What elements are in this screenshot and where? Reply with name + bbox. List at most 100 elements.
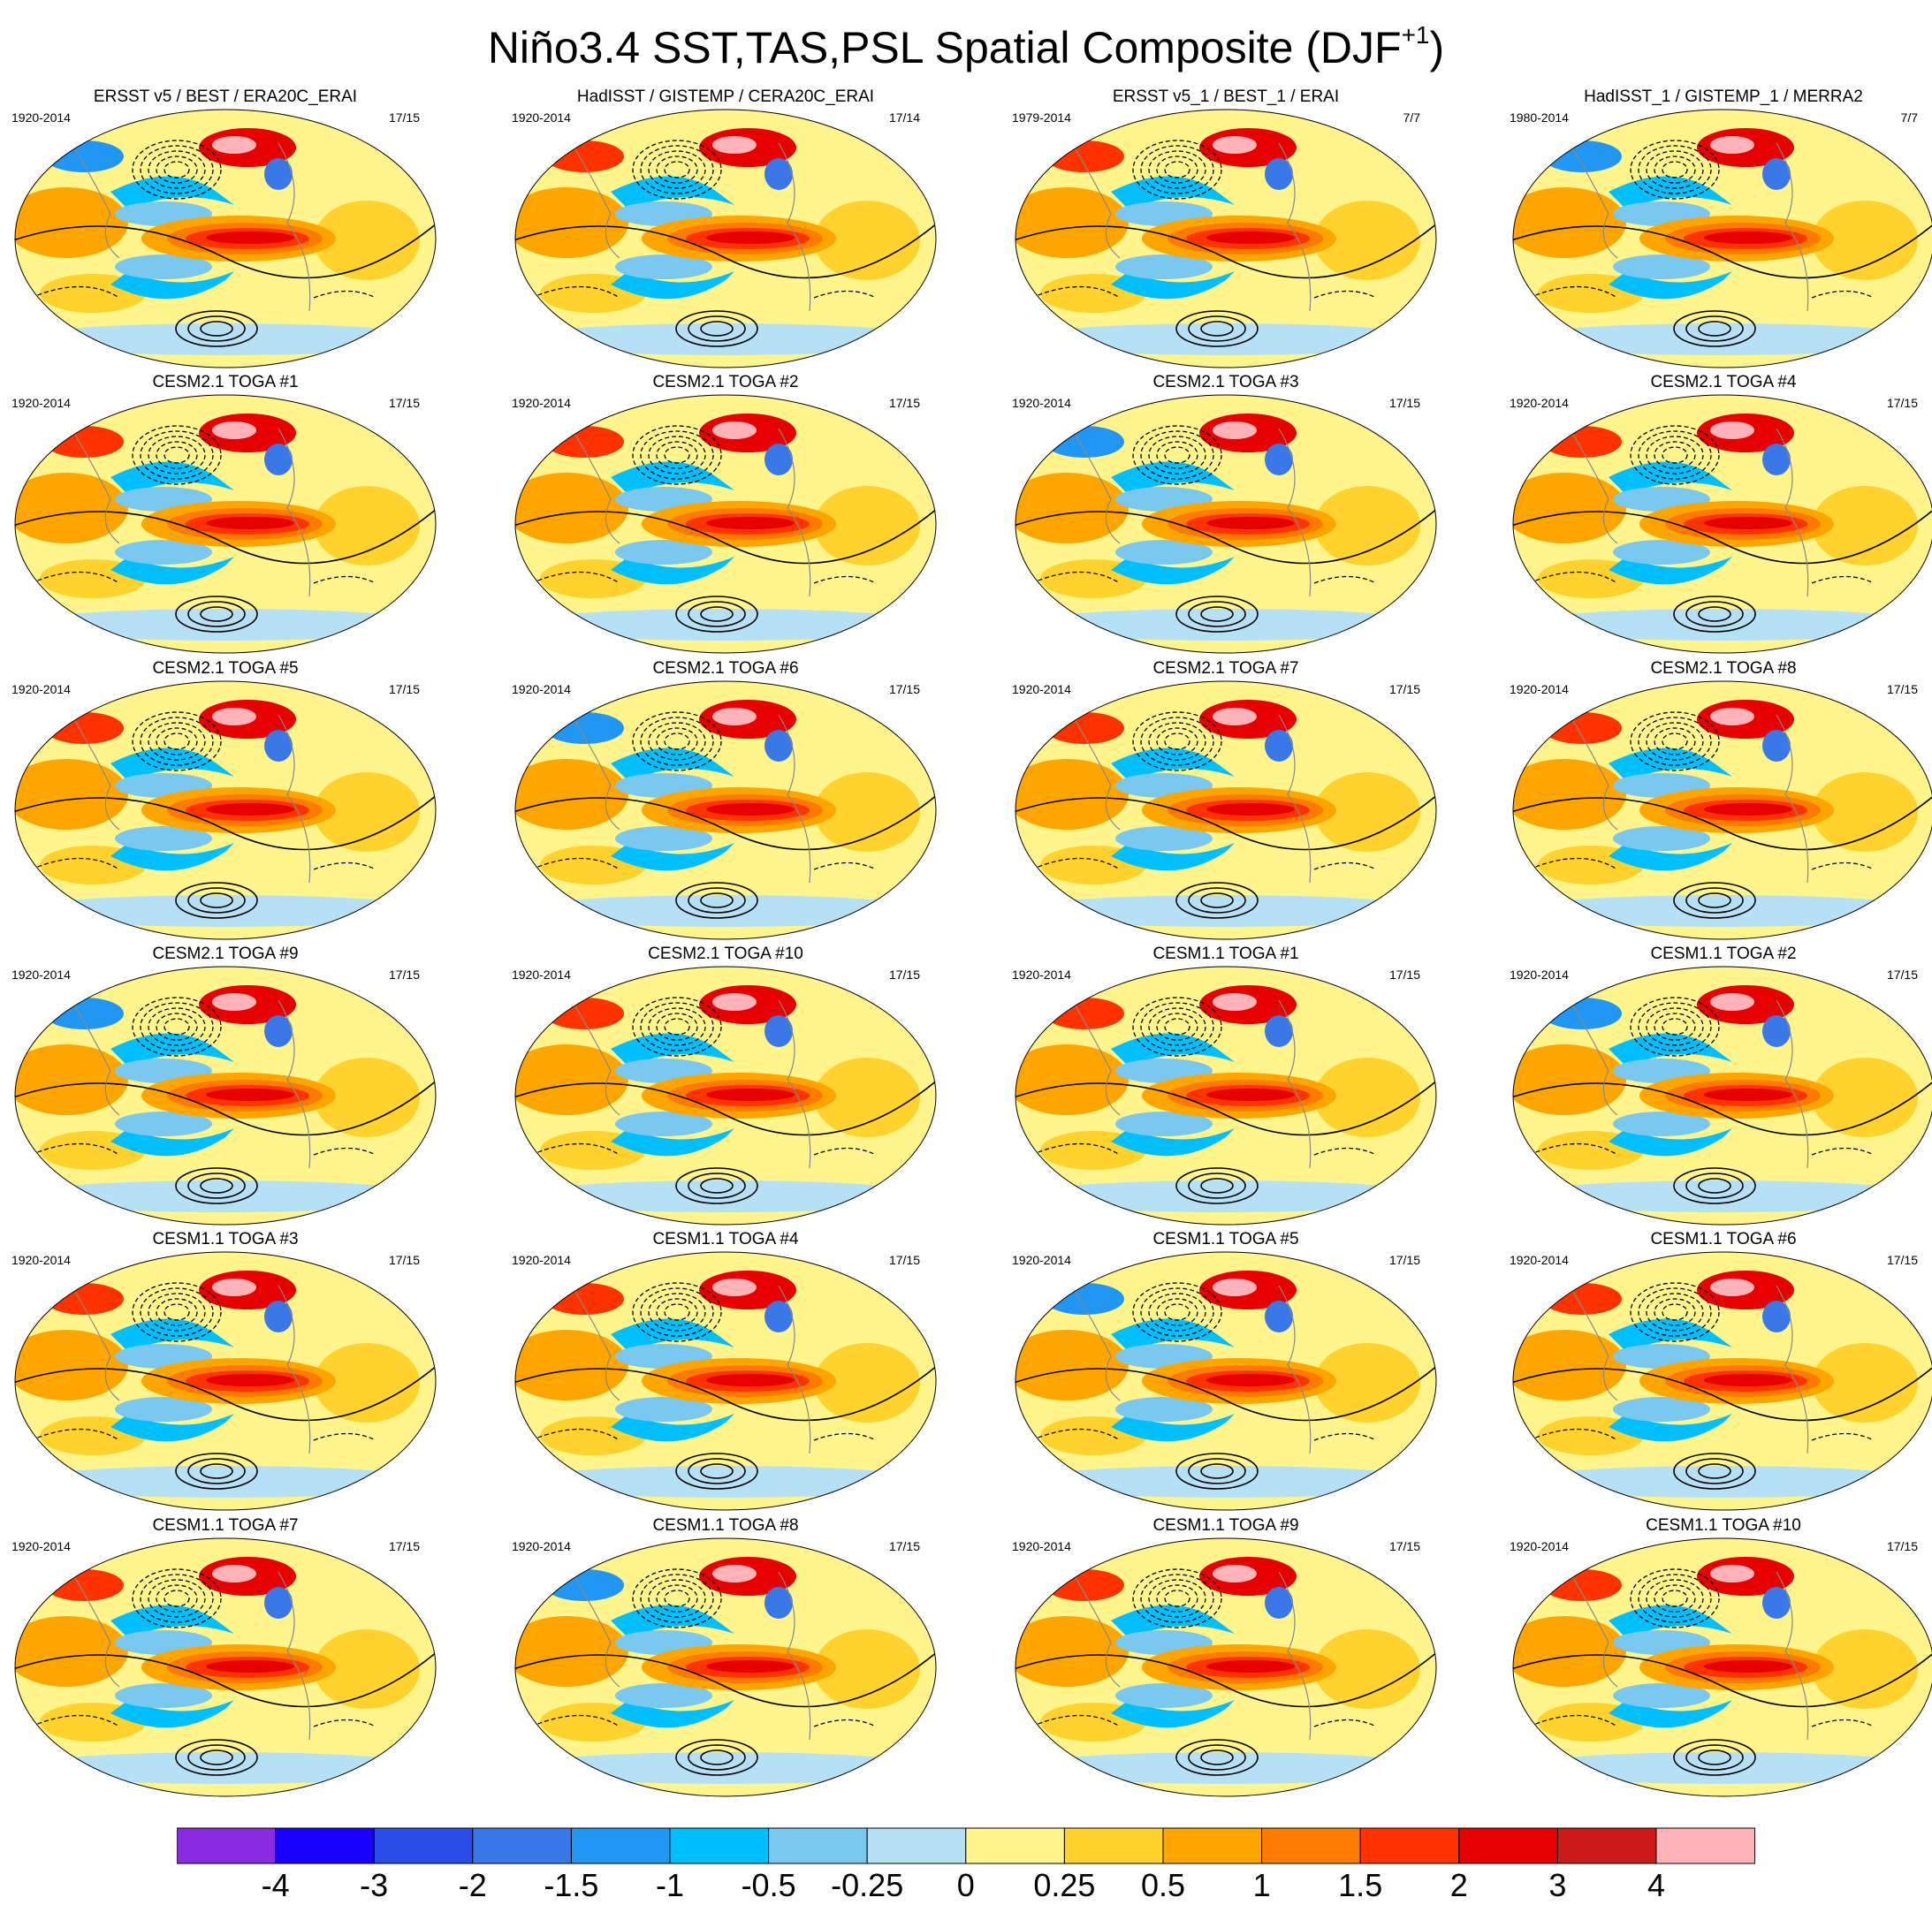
psl-contour — [1148, 1007, 1206, 1046]
panel-years: 1920-2014 — [11, 110, 71, 125]
psl-contour — [656, 156, 698, 184]
psl-contour — [1200, 1178, 1234, 1194]
anomaly-field — [1542, 426, 1622, 458]
anomaly-field — [1609, 1700, 1732, 1728]
anomaly-field — [1812, 1629, 1918, 1709]
psl-contour — [148, 436, 206, 474]
psl-contour — [1630, 1568, 1720, 1628]
coastline — [778, 428, 811, 597]
anomaly-field — [1762, 158, 1791, 190]
map-border — [514, 1537, 937, 1797]
anomaly-field — [212, 708, 256, 725]
psl-contour — [187, 1458, 246, 1484]
anomaly-field — [314, 201, 420, 280]
psl-contour — [1673, 596, 1756, 633]
psl-contour — [1638, 1574, 1712, 1623]
panel-count: 7/7 — [1403, 110, 1420, 125]
map-panel: CESM1.1 TOGA #10 1920-2014 17/15 — [1502, 1515, 1932, 1800]
panel-years: 1920-2014 — [1510, 396, 1569, 410]
anomaly-field — [814, 1629, 920, 1709]
anomaly-field — [1542, 712, 1622, 744]
anomaly-field — [1762, 730, 1791, 762]
anomaly-field — [115, 1112, 212, 1136]
coastline — [1066, 990, 1121, 1116]
anomaly-field — [314, 1629, 420, 1709]
psl-contour — [200, 606, 233, 622]
anomaly-field — [1015, 1752, 1436, 1784]
colorbar — [177, 1827, 1755, 1864]
anomaly-field — [544, 140, 624, 172]
colorbar-tick-label: -0.25 — [831, 1867, 904, 1903]
anomaly-field — [110, 1700, 234, 1728]
anomaly-field — [814, 486, 920, 565]
anomaly-field — [1609, 843, 1732, 871]
psl-contour — [1811, 575, 1875, 584]
psl-contour — [1662, 732, 1688, 750]
psl-contour — [1638, 430, 1712, 480]
map-border — [1512, 109, 1932, 368]
map-border — [1512, 966, 1932, 1226]
anomaly-field — [712, 136, 757, 154]
panel-years: 1920-2014 — [512, 682, 571, 696]
anomaly-field — [1513, 1616, 1626, 1687]
anomaly-field — [1613, 540, 1710, 565]
map-border — [1015, 109, 1437, 368]
anomaly-field — [1704, 803, 1792, 816]
anomaly-field — [115, 826, 212, 851]
panel-years: 1920-2014 — [1510, 1253, 1569, 1267]
anomaly-field — [544, 998, 624, 1029]
panel-count: 17/15 — [1388, 968, 1420, 982]
coastline — [1776, 1285, 1809, 1454]
panel-count: 17/15 — [388, 396, 420, 410]
panel-years: 1979-2014 — [1012, 110, 1071, 125]
psl-contour — [648, 1007, 706, 1046]
anomaly-field — [206, 803, 294, 816]
psl-contour — [313, 1719, 377, 1727]
anomaly-field — [1015, 473, 1129, 543]
panel-years: 1920-2014 — [11, 1539, 71, 1553]
anomaly-field — [1609, 271, 1732, 300]
psl-contour — [1528, 285, 1618, 299]
psl-contour — [1811, 1719, 1875, 1727]
panel-years: 1920-2014 — [1012, 1539, 1071, 1553]
psl-contour — [688, 315, 746, 342]
anomaly-field — [1609, 557, 1732, 585]
psl-contour — [1698, 606, 1731, 622]
coastline — [1776, 142, 1809, 312]
colorbar-tick-label: 4 — [1647, 1867, 1666, 1903]
anomaly-field — [515, 609, 936, 641]
anomaly-field — [1314, 201, 1420, 280]
panel-title: CESM2.1 TOGA #8 — [1650, 659, 1797, 678]
panel-title: CESM2.1 TOGA #5 — [152, 659, 299, 678]
title-main: Niño3.4 SST,TAS,PSL Spatial Composite (D… — [487, 23, 1402, 72]
anomaly-field — [615, 1397, 712, 1422]
panel-title: ERSST v5 / BEST / ERA20C_ERAI — [93, 87, 358, 106]
coastline — [1278, 1571, 1312, 1741]
psl-contour — [656, 1584, 698, 1613]
psl-contour — [15, 1364, 436, 1422]
psl-contour — [1654, 1584, 1696, 1613]
psl-contour — [1140, 1287, 1214, 1337]
coastline — [1563, 1562, 1618, 1688]
anomaly-field — [1015, 759, 1129, 830]
map-panel: CESM2.1 TOGA #3 1920-2014 17/15 — [1005, 372, 1447, 657]
psl-contour — [1031, 571, 1121, 584]
psl-contour — [664, 161, 690, 178]
colorbar-tick-label: -0.5 — [741, 1867, 796, 1903]
anomaly-field — [115, 254, 212, 279]
psl-contour — [1175, 882, 1259, 919]
psl-contour — [664, 1303, 690, 1321]
psl-contour — [656, 1298, 698, 1326]
colorbar-tick-label: 2 — [1449, 1867, 1468, 1903]
psl-contour — [1513, 1651, 1932, 1708]
psl-contour — [632, 711, 722, 771]
psl-contour — [675, 1739, 758, 1776]
anomaly-field — [1513, 1180, 1932, 1212]
anomaly-field — [1015, 609, 1436, 641]
psl-contour — [1200, 606, 1234, 622]
psl-contour — [30, 857, 120, 870]
psl-contour — [675, 596, 758, 633]
psl-contour — [813, 1432, 877, 1441]
psl-contour — [1015, 1079, 1436, 1136]
psl-contour — [632, 1282, 722, 1342]
